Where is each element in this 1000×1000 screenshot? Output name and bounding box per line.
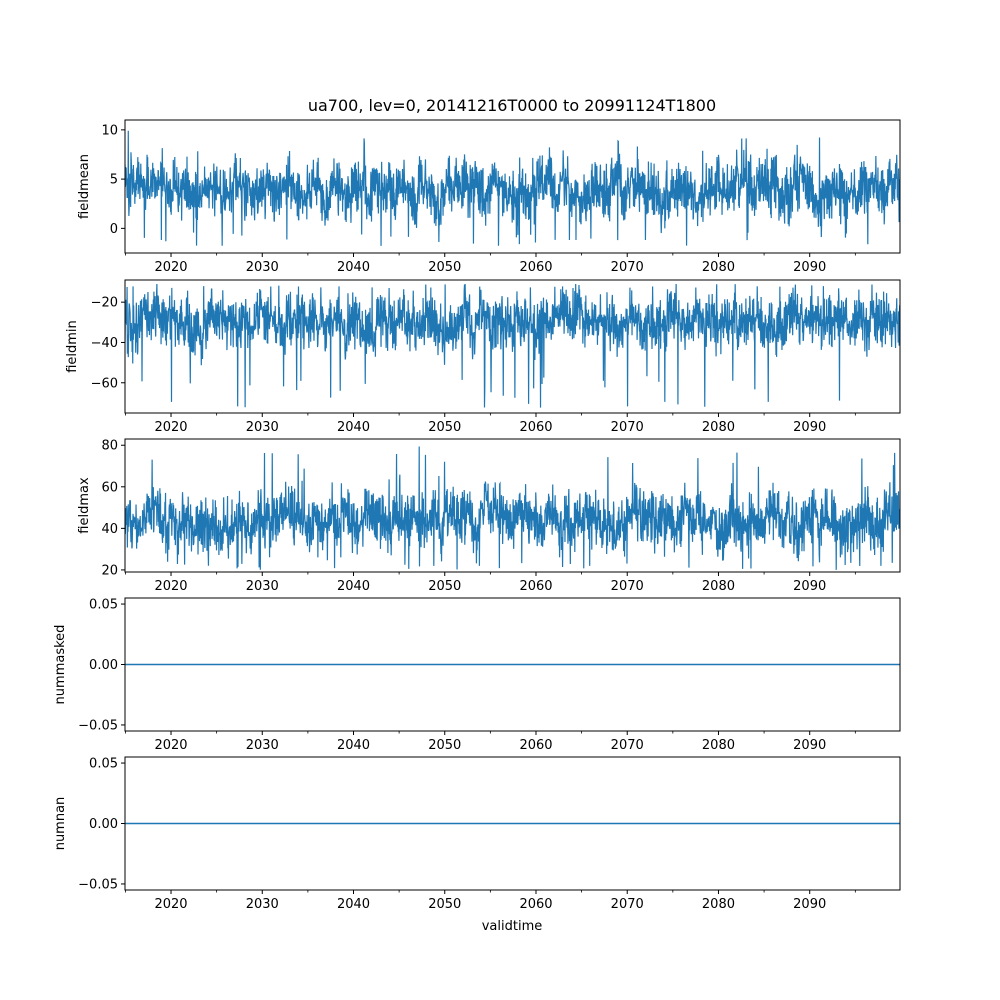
x-tick-label: 2060 bbox=[519, 738, 552, 753]
y-axis-label-fieldmin: fieldmin bbox=[65, 320, 80, 373]
y-axis-label-numnan: numnan bbox=[53, 797, 68, 851]
x-tick-label: 2050 bbox=[428, 420, 461, 435]
x-tick-label: 2070 bbox=[611, 738, 644, 753]
x-tick-label: 2030 bbox=[246, 260, 279, 275]
x-tick-label: 2020 bbox=[154, 420, 187, 435]
y-tick-label: 10 bbox=[101, 123, 118, 138]
x-tick-label: 2080 bbox=[702, 579, 735, 594]
y-axis-label-fieldmax: fieldmax bbox=[77, 477, 92, 534]
x-tick-label: 2030 bbox=[246, 579, 279, 594]
x-tick-label: 2040 bbox=[337, 260, 370, 275]
x-tick-label: 2070 bbox=[611, 897, 644, 912]
x-tick-label: 2090 bbox=[793, 420, 826, 435]
y-tick-label: −60 bbox=[91, 376, 118, 391]
subplot-fieldmean: 0 5 10 fieldmean 2020 2030 2040 2050 2060 2070 208… bbox=[77, 119, 901, 275]
x-tick-label: 2060 bbox=[519, 260, 552, 275]
y-tick-label: −20 bbox=[91, 296, 118, 311]
series-line-fieldmin bbox=[125, 284, 900, 408]
y-tick-label: 20 bbox=[101, 563, 118, 578]
x-tick-label: 2060 bbox=[519, 897, 552, 912]
y-tick-label: −0.05 bbox=[78, 877, 118, 892]
y-tick-label: −0.05 bbox=[78, 718, 118, 733]
y-tick-label: 0.05 bbox=[89, 598, 118, 613]
y-tick-label: 0.00 bbox=[89, 817, 118, 832]
y-tick-label: 60 bbox=[101, 480, 118, 495]
y-tick-label: 80 bbox=[101, 439, 118, 454]
x-tick-label: 2090 bbox=[793, 897, 826, 912]
y-tick-label: 0 bbox=[110, 222, 118, 237]
x-tick-label: 2090 bbox=[793, 738, 826, 753]
axes-frame-fieldmean bbox=[124, 119, 901, 254]
x-tick-label: 2030 bbox=[246, 897, 279, 912]
subplot-numnan: 0.05 0.00 −0.05 numnan 2020 2030 2040 2050 2060 2… bbox=[53, 756, 901, 912]
axes-frame-fieldmax bbox=[124, 438, 901, 573]
series-line-fieldmean bbox=[125, 130, 900, 246]
subplot-fieldmin: −20 −40 −60 fieldmin 2020 2030 2040 2050 2060 207… bbox=[65, 279, 901, 435]
axes-frame-fieldmin bbox=[124, 279, 901, 414]
x-tick-label: 2090 bbox=[793, 260, 826, 275]
x-tick-label: 2080 bbox=[702, 260, 735, 275]
x-tick-label: 2030 bbox=[246, 738, 279, 753]
x-tick-label: 2050 bbox=[428, 579, 461, 594]
x-tick-label: 2050 bbox=[428, 738, 461, 753]
x-tick-label: 2020 bbox=[154, 579, 187, 594]
x-axis-label: validtime bbox=[482, 919, 543, 934]
x-tick-label: 2030 bbox=[246, 420, 279, 435]
x-tick-label: 2070 bbox=[611, 579, 644, 594]
y-tick-label: 40 bbox=[101, 522, 118, 537]
x-tick-label: 2060 bbox=[519, 579, 552, 594]
y-axis-label-nummasked: nummasked bbox=[53, 625, 68, 705]
x-tick-label: 2040 bbox=[337, 420, 370, 435]
x-tick-label: 2020 bbox=[154, 738, 187, 753]
y-axis-label-fieldmean: fieldmean bbox=[77, 154, 92, 219]
x-tick-label: 2050 bbox=[428, 897, 461, 912]
x-tick-label: 2040 bbox=[337, 579, 370, 594]
x-tick-label: 2050 bbox=[428, 260, 461, 275]
x-tick-label: 2020 bbox=[154, 260, 187, 275]
y-tick-label: −40 bbox=[91, 336, 118, 351]
x-tick-label: 2040 bbox=[337, 897, 370, 912]
y-tick-label: 0.05 bbox=[89, 757, 118, 772]
x-tick-label: 2040 bbox=[337, 738, 370, 753]
series-line-fieldmax bbox=[125, 446, 900, 570]
chart-title: ua700, lev=0, 20141216T0000 to 20991124T… bbox=[308, 96, 716, 115]
y-tick-label: 5 bbox=[110, 173, 118, 188]
y-tick-label: 0.00 bbox=[89, 658, 118, 673]
x-tick-label: 2070 bbox=[611, 260, 644, 275]
x-tick-label: 2020 bbox=[154, 897, 187, 912]
x-tick-label: 2080 bbox=[702, 420, 735, 435]
x-tick-label: 2070 bbox=[611, 420, 644, 435]
x-tick-label: 2080 bbox=[702, 738, 735, 753]
subplot-nummasked: 0.05 0.00 −0.05 nummasked 2020 2030 2040 2050 20… bbox=[53, 597, 901, 753]
x-tick-label: 2060 bbox=[519, 420, 552, 435]
x-tick-label: 2080 bbox=[702, 897, 735, 912]
x-tick-label: 2090 bbox=[793, 579, 826, 594]
